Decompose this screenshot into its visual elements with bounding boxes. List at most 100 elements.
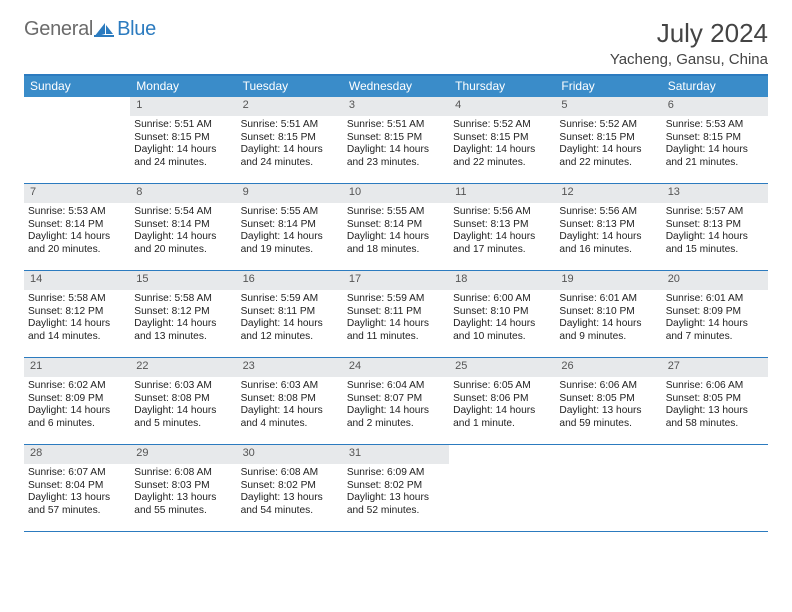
sunset-text: Sunset: 8:15 PM bbox=[559, 132, 657, 145]
daylight-text-1: Daylight: 14 hours bbox=[28, 231, 126, 244]
sunrise-text: Sunrise: 6:06 AM bbox=[666, 380, 764, 393]
sunrise-text: Sunrise: 5:56 AM bbox=[453, 206, 551, 219]
daylight-text-1: Daylight: 14 hours bbox=[134, 231, 232, 244]
day-cell: 29Sunrise: 6:08 AMSunset: 8:03 PMDayligh… bbox=[130, 445, 236, 531]
day-cell: 23Sunrise: 6:03 AMSunset: 8:08 PMDayligh… bbox=[237, 358, 343, 444]
daylight-text-1: Daylight: 14 hours bbox=[241, 144, 339, 157]
day-info: Sunrise: 5:52 AMSunset: 8:15 PMDaylight:… bbox=[449, 119, 555, 170]
day-number: 14 bbox=[24, 271, 130, 290]
daylight-text-2: and 58 minutes. bbox=[666, 418, 764, 431]
day-cell: 11 Sunrise: 5:56 AMSunset: 8:13 PMDayligh… bbox=[449, 184, 555, 270]
daylight-text-1: Daylight: 14 hours bbox=[134, 144, 232, 157]
daylight-text-1: Daylight: 14 hours bbox=[347, 318, 445, 331]
daylight-text-2: and 54 minutes. bbox=[241, 505, 339, 518]
day-number: 1 bbox=[130, 97, 236, 116]
day-number: 17 bbox=[343, 271, 449, 290]
day-number: 12 bbox=[555, 184, 661, 203]
sunset-text: Sunset: 8:07 PM bbox=[347, 393, 445, 406]
sunrise-text: Sunrise: 5:59 AM bbox=[241, 293, 339, 306]
day-info: Sunrise: 5:57 AMSunset: 8:13 PMDaylight:… bbox=[662, 206, 768, 257]
day-number: 26 bbox=[555, 358, 661, 377]
daylight-text-2: and 6 minutes. bbox=[28, 418, 126, 431]
sunrise-text: Sunrise: 6:02 AM bbox=[28, 380, 126, 393]
sunset-text: Sunset: 8:02 PM bbox=[241, 480, 339, 493]
day-number: 23 bbox=[237, 358, 343, 377]
day-cell: 31Sunrise: 6:09 AMSunset: 8:02 PMDayligh… bbox=[343, 445, 449, 531]
day-number: 15 bbox=[130, 271, 236, 290]
sunset-text: Sunset: 8:10 PM bbox=[453, 306, 551, 319]
day-number: 18 bbox=[449, 271, 555, 290]
title-block: July 2024 Yacheng, Gansu, China bbox=[610, 18, 768, 68]
day-cell: 25Sunrise: 6:05 AMSunset: 8:06 PMDayligh… bbox=[449, 358, 555, 444]
daylight-text-2: and 52 minutes. bbox=[347, 505, 445, 518]
day-number: 19 bbox=[555, 271, 661, 290]
daylight-text-2: and 13 minutes. bbox=[134, 331, 232, 344]
sunset-text: Sunset: 8:15 PM bbox=[134, 132, 232, 145]
day-number: 7 bbox=[24, 184, 130, 203]
day-info: Sunrise: 6:02 AMSunset: 8:09 PMDaylight:… bbox=[24, 380, 130, 431]
daylight-text-2: and 5 minutes. bbox=[134, 418, 232, 431]
daylight-text-2: and 9 minutes. bbox=[559, 331, 657, 344]
sunset-text: Sunset: 8:15 PM bbox=[453, 132, 551, 145]
day-info: Sunrise: 5:56 AMSunset: 8:13 PMDaylight:… bbox=[449, 206, 555, 257]
sunrise-text: Sunrise: 6:08 AM bbox=[134, 467, 232, 480]
sunrise-text: Sunrise: 5:53 AM bbox=[28, 206, 126, 219]
day-info: Sunrise: 5:58 AMSunset: 8:12 PMDaylight:… bbox=[130, 293, 236, 344]
daylight-text-1: Daylight: 14 hours bbox=[28, 405, 126, 418]
day-info: Sunrise: 6:06 AMSunset: 8:05 PMDaylight:… bbox=[555, 380, 661, 431]
day-cell bbox=[662, 445, 768, 531]
daylight-text-1: Daylight: 13 hours bbox=[347, 492, 445, 505]
day-cell bbox=[555, 445, 661, 531]
sunrise-text: Sunrise: 5:52 AM bbox=[559, 119, 657, 132]
day-number: 9 bbox=[237, 184, 343, 203]
daylight-text-1: Daylight: 14 hours bbox=[559, 318, 657, 331]
daylight-text-1: Daylight: 14 hours bbox=[134, 405, 232, 418]
sunrise-text: Sunrise: 5:53 AM bbox=[666, 119, 764, 132]
day-cell: 10Sunrise: 5:55 AMSunset: 8:14 PMDayligh… bbox=[343, 184, 449, 270]
dow-monday: Monday bbox=[130, 76, 236, 97]
sunset-text: Sunset: 8:11 PM bbox=[347, 306, 445, 319]
sunset-text: Sunset: 8:12 PM bbox=[134, 306, 232, 319]
daylight-text-2: and 4 minutes. bbox=[241, 418, 339, 431]
daylight-text-1: Daylight: 14 hours bbox=[559, 144, 657, 157]
daylight-text-1: Daylight: 14 hours bbox=[453, 405, 551, 418]
sunset-text: Sunset: 8:13 PM bbox=[666, 219, 764, 232]
week-row: 21Sunrise: 6:02 AMSunset: 8:09 PMDayligh… bbox=[24, 358, 768, 445]
day-cell: 15 Sunrise: 5:58 AMSunset: 8:12 PMDayligh… bbox=[130, 271, 236, 357]
sunset-text: Sunset: 8:09 PM bbox=[666, 306, 764, 319]
dow-row: Sunday Monday Tuesday Wednesday Thursday… bbox=[24, 76, 768, 97]
daylight-text-1: Daylight: 13 hours bbox=[28, 492, 126, 505]
daylight-text-1: Daylight: 14 hours bbox=[559, 231, 657, 244]
day-cell: 7Sunrise: 5:53 AMSunset: 8:14 PMDaylight… bbox=[24, 184, 130, 270]
day-cell: 27Sunrise: 6:06 AMSunset: 8:05 PMDayligh… bbox=[662, 358, 768, 444]
day-info: Sunrise: 6:04 AMSunset: 8:07 PMDaylight:… bbox=[343, 380, 449, 431]
day-cell: 3Sunrise: 5:51 AMSunset: 8:15 PMDaylight… bbox=[343, 97, 449, 183]
sunrise-text: Sunrise: 6:01 AM bbox=[559, 293, 657, 306]
calendar-grid: Sunday Monday Tuesday Wednesday Thursday… bbox=[24, 74, 768, 532]
day-number: 11 bbox=[449, 184, 555, 203]
daylight-text-1: Daylight: 14 hours bbox=[453, 144, 551, 157]
sunrise-text: Sunrise: 6:07 AM bbox=[28, 467, 126, 480]
day-number: 29 bbox=[130, 445, 236, 464]
day-cell: 28Sunrise: 6:07 AMSunset: 8:04 PMDayligh… bbox=[24, 445, 130, 531]
day-number: 2 bbox=[237, 97, 343, 116]
day-cell: 30Sunrise: 6:08 AMSunset: 8:02 PMDayligh… bbox=[237, 445, 343, 531]
day-info: Sunrise: 5:55 AMSunset: 8:14 PMDaylight:… bbox=[237, 206, 343, 257]
daylight-text-2: and 1 minute. bbox=[453, 418, 551, 431]
sunset-text: Sunset: 8:15 PM bbox=[241, 132, 339, 145]
day-number: 5 bbox=[555, 97, 661, 116]
day-cell: 1Sunrise: 5:51 AMSunset: 8:15 PMDaylight… bbox=[130, 97, 236, 183]
daylight-text-2: and 20 minutes. bbox=[28, 244, 126, 257]
daylight-text-1: Daylight: 13 hours bbox=[241, 492, 339, 505]
day-number: 4 bbox=[449, 97, 555, 116]
week-row: 1Sunrise: 5:51 AMSunset: 8:15 PMDaylight… bbox=[24, 97, 768, 184]
dow-friday: Friday bbox=[555, 76, 661, 97]
sunset-text: Sunset: 8:14 PM bbox=[134, 219, 232, 232]
dow-tuesday: Tuesday bbox=[237, 76, 343, 97]
daylight-text-2: and 19 minutes. bbox=[241, 244, 339, 257]
sunset-text: Sunset: 8:14 PM bbox=[347, 219, 445, 232]
sunrise-text: Sunrise: 6:04 AM bbox=[347, 380, 445, 393]
day-cell: 13Sunrise: 5:57 AMSunset: 8:13 PMDayligh… bbox=[662, 184, 768, 270]
day-cell: 12Sunrise: 5:56 AMSunset: 8:13 PMDayligh… bbox=[555, 184, 661, 270]
daylight-text-2: and 17 minutes. bbox=[453, 244, 551, 257]
